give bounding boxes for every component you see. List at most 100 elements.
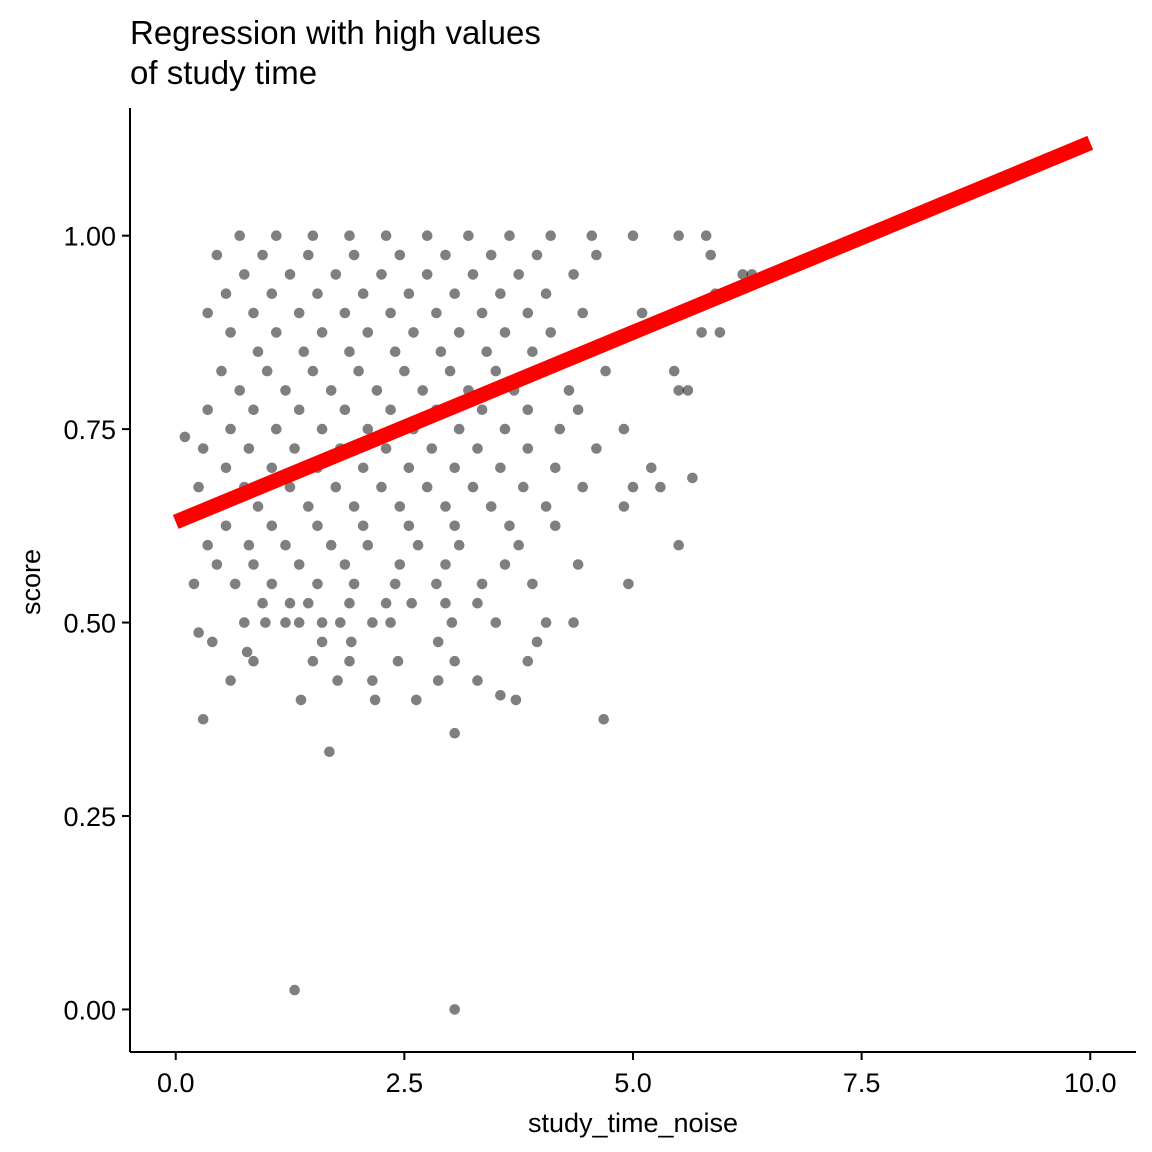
- scatter-point: [239, 617, 250, 628]
- scatter-point: [225, 675, 236, 686]
- y-tick-label: 0.00: [63, 995, 116, 1025]
- scatter-point: [431, 578, 442, 590]
- scatter-point: [280, 539, 291, 551]
- scatter-point: [307, 655, 319, 667]
- scatter-point: [696, 327, 707, 338]
- scatter-point: [673, 539, 684, 551]
- scatter-point: [490, 617, 502, 628]
- scatter-point: [248, 307, 259, 319]
- scatter-point: [627, 230, 639, 241]
- scatter-point: [403, 288, 415, 300]
- scatter-point: [266, 462, 278, 474]
- scatter-point: [362, 423, 374, 435]
- scatter-point: [463, 230, 474, 241]
- scatter-point: [353, 365, 364, 377]
- scatter-point: [234, 385, 245, 396]
- scatter-point: [211, 559, 223, 570]
- scatter-point: [481, 346, 493, 358]
- scatter-point: [531, 636, 543, 648]
- scatter-point: [485, 249, 497, 261]
- scatter-point: [646, 462, 657, 474]
- scatter-point: [453, 423, 465, 435]
- scatter-point: [545, 230, 556, 241]
- scatter-point: [330, 269, 342, 280]
- scatter-point: [335, 617, 346, 628]
- scatter-point: [545, 327, 556, 338]
- scatter-point: [668, 365, 680, 377]
- chart-title-line-2: of study time: [130, 54, 318, 91]
- scatter-point: [234, 230, 245, 241]
- scatter-point: [472, 443, 483, 454]
- scatter-point: [293, 559, 305, 570]
- scatter-point: [316, 617, 328, 628]
- scatter-point: [449, 288, 461, 300]
- x-tick-label: 10.0: [1064, 1068, 1117, 1098]
- scatter-point: [241, 646, 253, 658]
- scatter-point: [572, 559, 584, 570]
- scatter-point: [421, 269, 433, 280]
- scatter-point: [426, 443, 438, 454]
- scatter-point: [261, 365, 273, 377]
- scatter-point: [289, 443, 300, 454]
- scatter-point: [225, 423, 236, 435]
- scatter-point: [312, 520, 323, 532]
- scatter-point: [293, 617, 305, 628]
- scatter-point: [284, 597, 296, 609]
- scatter-point: [339, 404, 351, 416]
- scatter-point: [737, 269, 748, 280]
- scatter-point: [499, 327, 511, 338]
- scatter-point: [220, 520, 232, 532]
- scatter-point: [540, 288, 552, 300]
- scatter-point: [385, 307, 396, 319]
- scatter-point: [572, 404, 584, 416]
- scatter-point: [598, 714, 609, 725]
- scatter-point: [495, 690, 506, 701]
- scatter-point: [220, 462, 232, 474]
- scatter-point: [432, 675, 444, 686]
- scatter-point: [307, 365, 319, 377]
- scatter-point: [202, 307, 213, 319]
- scatter-point: [303, 249, 314, 261]
- scatter-point: [476, 404, 488, 416]
- scatter-point: [367, 675, 378, 686]
- scatter-point: [444, 365, 456, 377]
- scatter-point: [380, 597, 392, 609]
- scatter-point: [440, 597, 451, 609]
- scatter-point: [412, 539, 424, 551]
- scatter-point: [295, 694, 307, 706]
- scatter-point: [550, 520, 561, 532]
- scatter-point: [563, 385, 575, 396]
- x-tick-label: 5.0: [614, 1068, 652, 1098]
- scatter-point: [408, 327, 419, 338]
- scatter-point: [298, 346, 310, 358]
- scatter-point: [271, 327, 282, 338]
- scatter-point: [229, 578, 241, 590]
- scatter-point: [293, 307, 305, 319]
- scatter-point: [655, 481, 666, 493]
- scatter-point: [266, 578, 278, 590]
- scatter-point: [362, 327, 374, 338]
- x-axis-ticks: 0.0 2.5 5.0 7.5 10.0: [157, 1052, 1117, 1098]
- scatter-point: [522, 655, 534, 667]
- scatter-point: [700, 230, 712, 241]
- scatter-point: [392, 655, 404, 667]
- scatter-point: [577, 307, 588, 319]
- scatter-point: [389, 578, 401, 590]
- scatter-point: [673, 230, 684, 241]
- scatter-point: [394, 559, 406, 570]
- scatter-point: [449, 462, 461, 474]
- scatter-point: [421, 230, 433, 241]
- scatter-point: [271, 230, 282, 241]
- scatter-point: [495, 462, 506, 474]
- scatter-point: [325, 385, 337, 396]
- scatter-point: [550, 462, 561, 474]
- x-tick-label: 2.5: [386, 1068, 424, 1098]
- scatter-point: [449, 655, 461, 667]
- scatter-point: [243, 539, 255, 551]
- scatter-point: [357, 288, 369, 300]
- scatter-point: [499, 559, 511, 570]
- scatter-point: [280, 385, 291, 396]
- scatter-point: [513, 269, 524, 280]
- scatter-point: [527, 346, 538, 358]
